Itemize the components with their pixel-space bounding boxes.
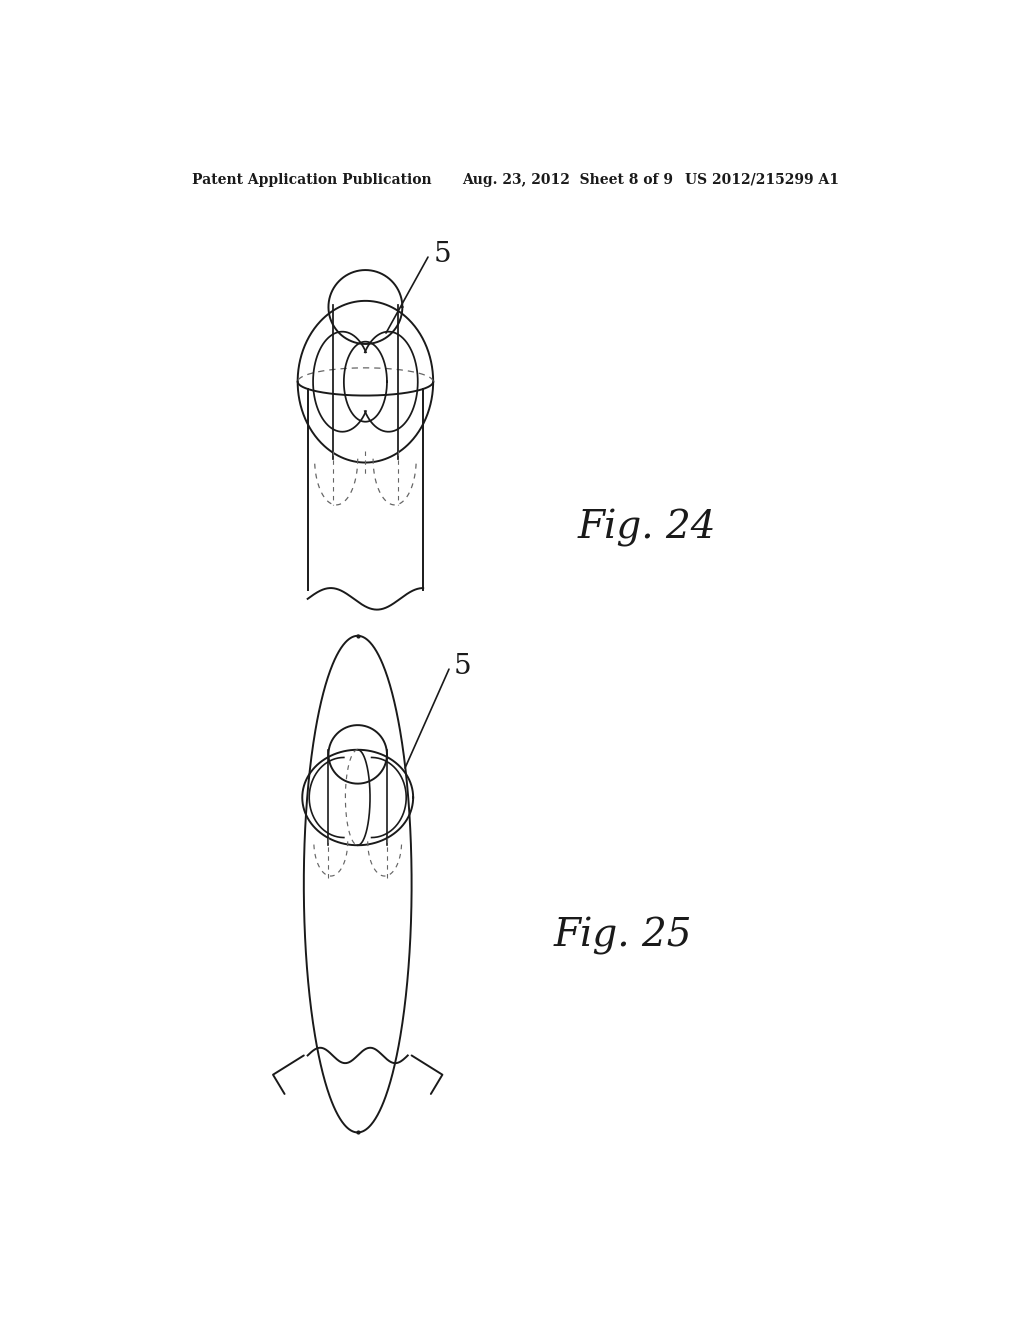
Text: Aug. 23, 2012  Sheet 8 of 9: Aug. 23, 2012 Sheet 8 of 9	[462, 173, 673, 187]
Text: 5: 5	[433, 242, 451, 268]
Text: 5: 5	[454, 653, 472, 680]
Text: Patent Application Publication: Patent Application Publication	[193, 173, 432, 187]
Text: Fig. 25: Fig. 25	[554, 917, 692, 956]
Text: Fig. 24: Fig. 24	[578, 510, 716, 546]
Text: US 2012/215299 A1: US 2012/215299 A1	[685, 173, 839, 187]
